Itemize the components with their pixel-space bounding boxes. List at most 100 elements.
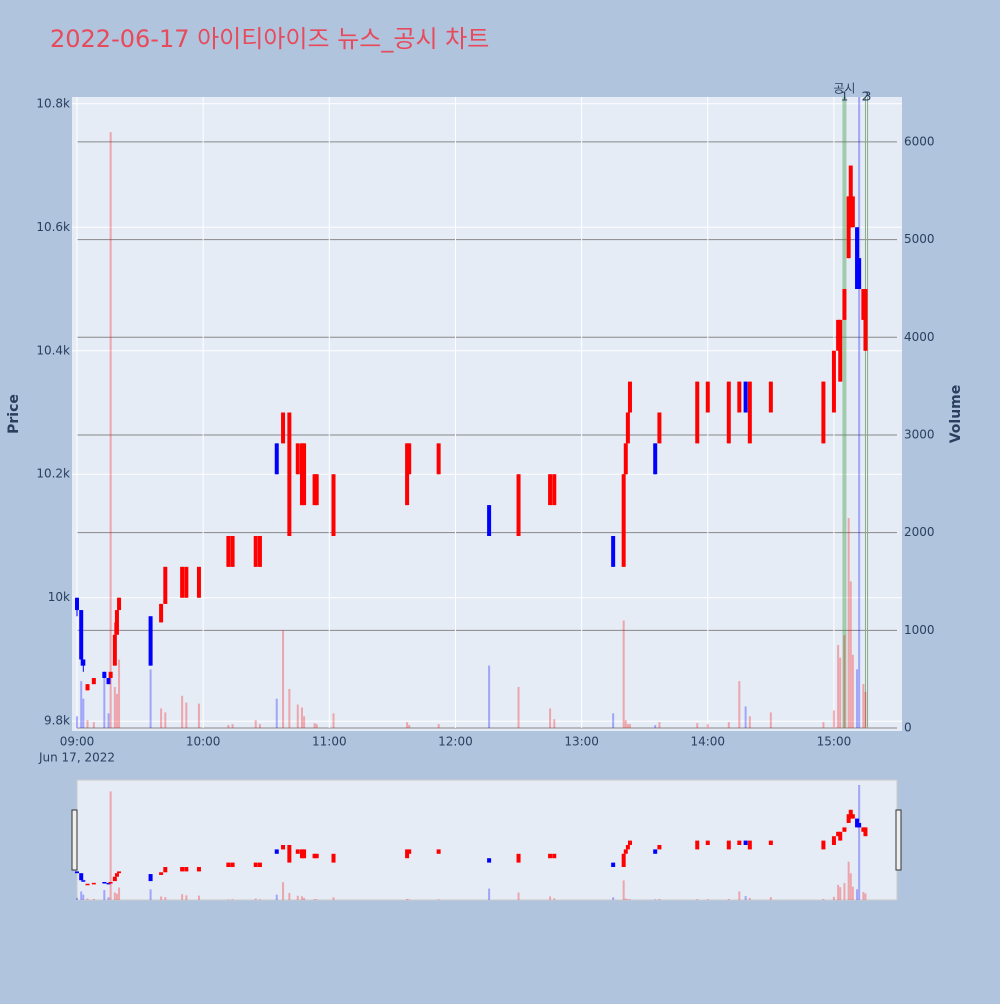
mini-candle-body [114,873,119,877]
volume-bar [839,657,842,728]
candle-body [726,381,731,444]
volume-bar [553,719,556,728]
candle-body [487,505,492,536]
mini-volume-bar [822,898,825,900]
volume-bar [822,722,825,728]
volume-bar [107,713,110,728]
mini-volume-bar [313,899,316,900]
candle-body [831,350,836,413]
mini-candle-body [287,845,292,863]
candle-body [102,671,107,678]
mini-candle-body [159,872,164,875]
candle-body [848,165,853,228]
candle-body [226,535,231,567]
volume-bar [744,706,747,728]
volume-bar [181,695,184,728]
volume-bar [437,724,440,728]
mini-candle-body [855,818,860,828]
mini-candle-body [552,853,557,859]
candle-body [405,443,410,506]
mini-candle-body [831,836,836,845]
mini-volume-bar [296,895,299,900]
candle-body [548,474,553,506]
y2-tick-label: 6000 [904,134,935,148]
mini-candle-body [657,845,662,850]
slider-handle[interactable] [71,809,78,871]
mini-volume-bar [858,785,861,900]
candle-body [838,319,843,382]
candle-body [842,289,847,320]
volume-bar [832,710,835,728]
volume-bar [254,720,257,728]
candle-body [163,566,168,604]
candle-body [611,535,616,567]
mini-volume-bar [622,880,625,900]
range-slider[interactable] [76,779,898,901]
mini-candle-body [842,827,847,832]
y-tick-label: 10k [48,590,70,604]
x-tick-label: 09:00 [60,735,95,749]
candle-body [623,443,628,475]
candle-body [436,443,441,475]
mini-volume-bar [727,898,730,900]
candle-body [299,443,304,506]
volume-bar [160,708,163,728]
mini-candle-body [857,822,862,828]
plot-area [72,97,902,731]
mini-candle-body [79,873,84,881]
x-tick-label: 10:00 [186,735,221,749]
mini-volume-bar [92,898,95,900]
volume-bar [858,97,861,728]
volume-bar [296,704,299,728]
slider-handle[interactable] [895,809,902,871]
volume-bar [654,725,657,728]
candle-body [657,412,662,444]
mini-volume-bar [408,899,411,900]
mini-candle-body [295,849,300,854]
volume-bar [696,723,699,728]
volume-bar [227,725,230,728]
mini-candle-body [850,814,855,819]
candle-body [627,381,632,413]
volume-bar [622,620,625,728]
mini-volume-bar [488,888,491,900]
x-tick-label: 11:00 [312,735,347,749]
mini-volume-bar [82,894,85,900]
x-tick-label: 12:00 [438,735,473,749]
mini-candle-body [743,840,748,845]
mini-volume-bar [769,897,772,900]
y-tick-label: 10.6k [36,220,70,234]
volume-bar [197,703,200,728]
volume-bar [80,681,83,728]
volume-bar [628,724,631,728]
volume-bar [658,722,661,728]
candle-body [855,227,860,290]
mini-candle-body [299,849,304,859]
mini-volume-bar [227,899,230,900]
mini-candle-body [623,849,628,854]
mini-candle-body [848,809,853,819]
mini-candle-body [230,862,235,868]
volume-bar [706,724,709,728]
volume-bar [862,684,865,728]
mini-candle-body [705,840,710,845]
mini-volume-bar [109,791,112,900]
mini-candle-body [768,840,773,845]
mini-candle-body [836,831,841,837]
mini-volume-bar [612,897,615,900]
mini-volume-bar [832,896,835,900]
mini-volume-bar [696,899,699,900]
mini-candle-body [184,867,189,872]
candle-body [695,381,700,444]
mini-candle-body [611,862,616,868]
mini-volume-bar [624,898,627,900]
y-tick-label: 10.4k [36,343,70,357]
volume-bar [727,722,730,728]
mini-candle-body [747,840,752,850]
mini-candle-body [846,814,851,823]
mini-volume-bar [626,899,629,900]
volume-bar [103,673,106,728]
mini-candle-body [821,840,826,850]
mini-candle-body [91,882,96,885]
